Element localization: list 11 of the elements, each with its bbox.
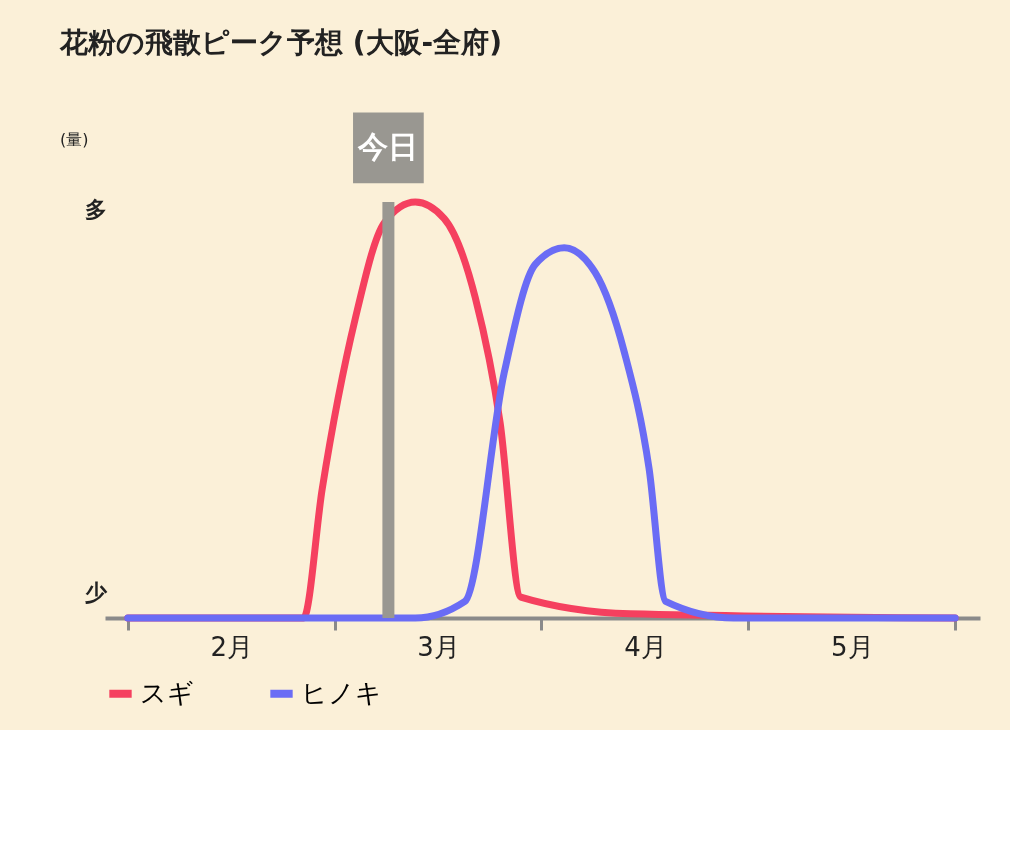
x-tick-label: 4月: [624, 631, 667, 662]
chart-title: 花粉の飛散ピーク予想 (大阪-全府): [59, 26, 502, 59]
annotation: 少: [85, 580, 108, 606]
legend-label: ヒノキ: [301, 677, 382, 708]
x-tick-label: 5月: [830, 631, 874, 662]
ref-line-label: 今日: [357, 128, 419, 164]
x-tick-label: 3月: [417, 631, 460, 662]
annotation: 多: [85, 197, 107, 223]
text: (量): [60, 129, 89, 149]
x-tick-label: 2月: [210, 631, 253, 662]
legend-label: スギ: [140, 677, 194, 708]
